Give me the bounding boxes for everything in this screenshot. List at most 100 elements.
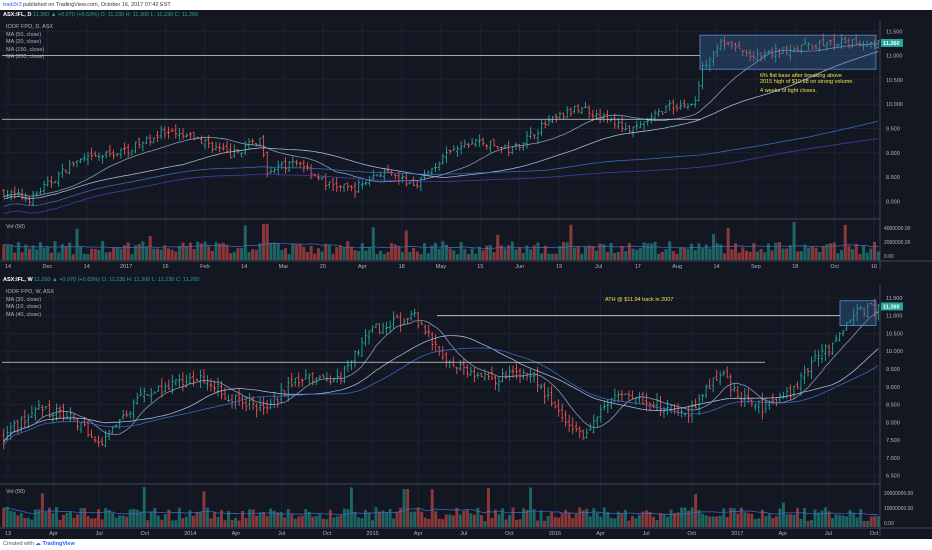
volume-bar xyxy=(648,512,652,527)
volume-bar xyxy=(576,246,580,260)
volume-bar xyxy=(522,508,526,527)
volume-bar xyxy=(827,511,831,527)
volume-bar xyxy=(466,254,470,260)
weekly-panel-header: ASX:IFL, W 11.260 ▲ +0.070 (+0.63%) O: 1… xyxy=(0,276,932,285)
volume-bar xyxy=(497,514,501,527)
volume-bar xyxy=(163,514,167,527)
volume-bar xyxy=(349,487,353,527)
candle xyxy=(107,429,111,440)
volume-bar xyxy=(265,515,269,527)
candle xyxy=(254,143,258,147)
volume-bar xyxy=(609,518,613,527)
y-tick-label: 11.500 xyxy=(886,29,902,35)
candle xyxy=(71,161,75,167)
volume-bar xyxy=(118,515,122,527)
candle xyxy=(375,174,379,177)
candle xyxy=(834,334,838,343)
candle xyxy=(704,59,708,69)
candle xyxy=(86,151,90,166)
candle xyxy=(745,49,748,57)
candle xyxy=(620,389,624,402)
daily-ma-3[interactable]: MA (150, close) xyxy=(6,46,45,53)
daily-ma-1[interactable]: MA (50, close) xyxy=(6,31,42,38)
volume-bar xyxy=(829,243,833,260)
candle xyxy=(97,435,100,447)
volume-bar xyxy=(218,243,222,260)
volume-bar xyxy=(244,518,248,527)
author-link[interactable]: tradi3r3 xyxy=(3,2,22,8)
tradingview-link[interactable]: TradingView xyxy=(42,541,75,547)
candle xyxy=(492,138,496,147)
candle xyxy=(445,146,448,164)
daily-panel-header: ASX:IFL, D 11.260 ▲ +0.070 (+0.63%) O: 1… xyxy=(0,11,932,20)
candle xyxy=(578,426,582,439)
candle xyxy=(38,187,42,195)
daily-chart[interactable]: 14 Dec 14 2017 16 Feb 14 Mar 20 Apr 18 May 15 Jun 19 Ju… xyxy=(0,20,932,270)
candle xyxy=(855,303,859,322)
weekly-symbol[interactable]: ASX:IFL, W xyxy=(3,277,33,283)
volume-bar xyxy=(335,247,339,260)
candle xyxy=(101,154,105,164)
candle xyxy=(876,39,880,49)
volume-bar xyxy=(23,518,27,527)
volume-bar xyxy=(788,244,792,260)
volume-bar xyxy=(393,244,397,260)
volume-bar xyxy=(598,243,602,260)
volume-bar xyxy=(423,517,427,527)
volume-bar xyxy=(349,246,353,260)
consolidation-box xyxy=(839,300,877,327)
volume-bar xyxy=(876,516,880,527)
weekly-vol-label[interactable]: Vol (50) xyxy=(6,489,25,495)
volume-bar xyxy=(229,253,233,260)
volume-bar xyxy=(697,509,701,527)
candle xyxy=(79,422,83,434)
volume-bar xyxy=(722,508,726,527)
volume-bar xyxy=(297,516,301,527)
candle xyxy=(841,329,845,337)
candle xyxy=(522,369,525,380)
volume-bar xyxy=(792,222,796,260)
daily-ma-2[interactable]: MA (20, close) xyxy=(6,39,42,45)
candle xyxy=(2,428,6,450)
candle xyxy=(511,365,515,378)
volume-bar xyxy=(476,507,480,527)
volume-bar xyxy=(719,244,723,260)
candle xyxy=(803,37,807,45)
volume-bar xyxy=(360,243,364,260)
weekly-ma-2[interactable]: MA (10, close) xyxy=(6,304,42,310)
volume-bar xyxy=(339,514,343,527)
volume-bar xyxy=(434,511,438,527)
daily-ma-4[interactable]: MA (200, close) xyxy=(6,54,45,60)
volume-bar xyxy=(679,246,683,260)
daily-symbol[interactable]: ASX:IFL, D xyxy=(3,12,32,18)
candle xyxy=(810,356,813,379)
candle xyxy=(385,321,388,335)
daily-vol-label[interactable]: Vol (50) xyxy=(6,224,25,230)
candle xyxy=(803,365,806,385)
volume-bar xyxy=(133,245,138,260)
volume-bar xyxy=(591,246,595,260)
weekly-ma-1[interactable]: MA (30, close) xyxy=(6,296,42,303)
volume-bar xyxy=(364,509,367,527)
volume-bar xyxy=(225,244,229,260)
volume-bar xyxy=(130,254,134,260)
candle xyxy=(595,416,599,427)
volume-bar xyxy=(234,517,238,527)
weekly-ma-3[interactable]: MA (40, close) xyxy=(6,311,42,318)
candle xyxy=(430,167,434,175)
candle xyxy=(409,310,413,322)
volume-bar xyxy=(195,512,199,527)
candle xyxy=(865,40,869,47)
volume-bar xyxy=(571,518,575,527)
weekly-chart[interactable]: 13 Apr Jul Oct 2014 Apr Jul Oct 2015 Apr Jul Oct 201… xyxy=(0,285,932,539)
candle xyxy=(395,314,399,319)
x-tick-label: Dec xyxy=(42,264,52,270)
volume-bar xyxy=(697,243,701,260)
volume-bar xyxy=(86,253,90,260)
x-tick-label: Apr xyxy=(49,531,58,537)
y-tick-label: 10.000 xyxy=(886,349,903,355)
candle xyxy=(734,42,737,52)
candle xyxy=(630,390,634,400)
volume-bar xyxy=(743,512,747,527)
volume-bar xyxy=(181,518,185,527)
